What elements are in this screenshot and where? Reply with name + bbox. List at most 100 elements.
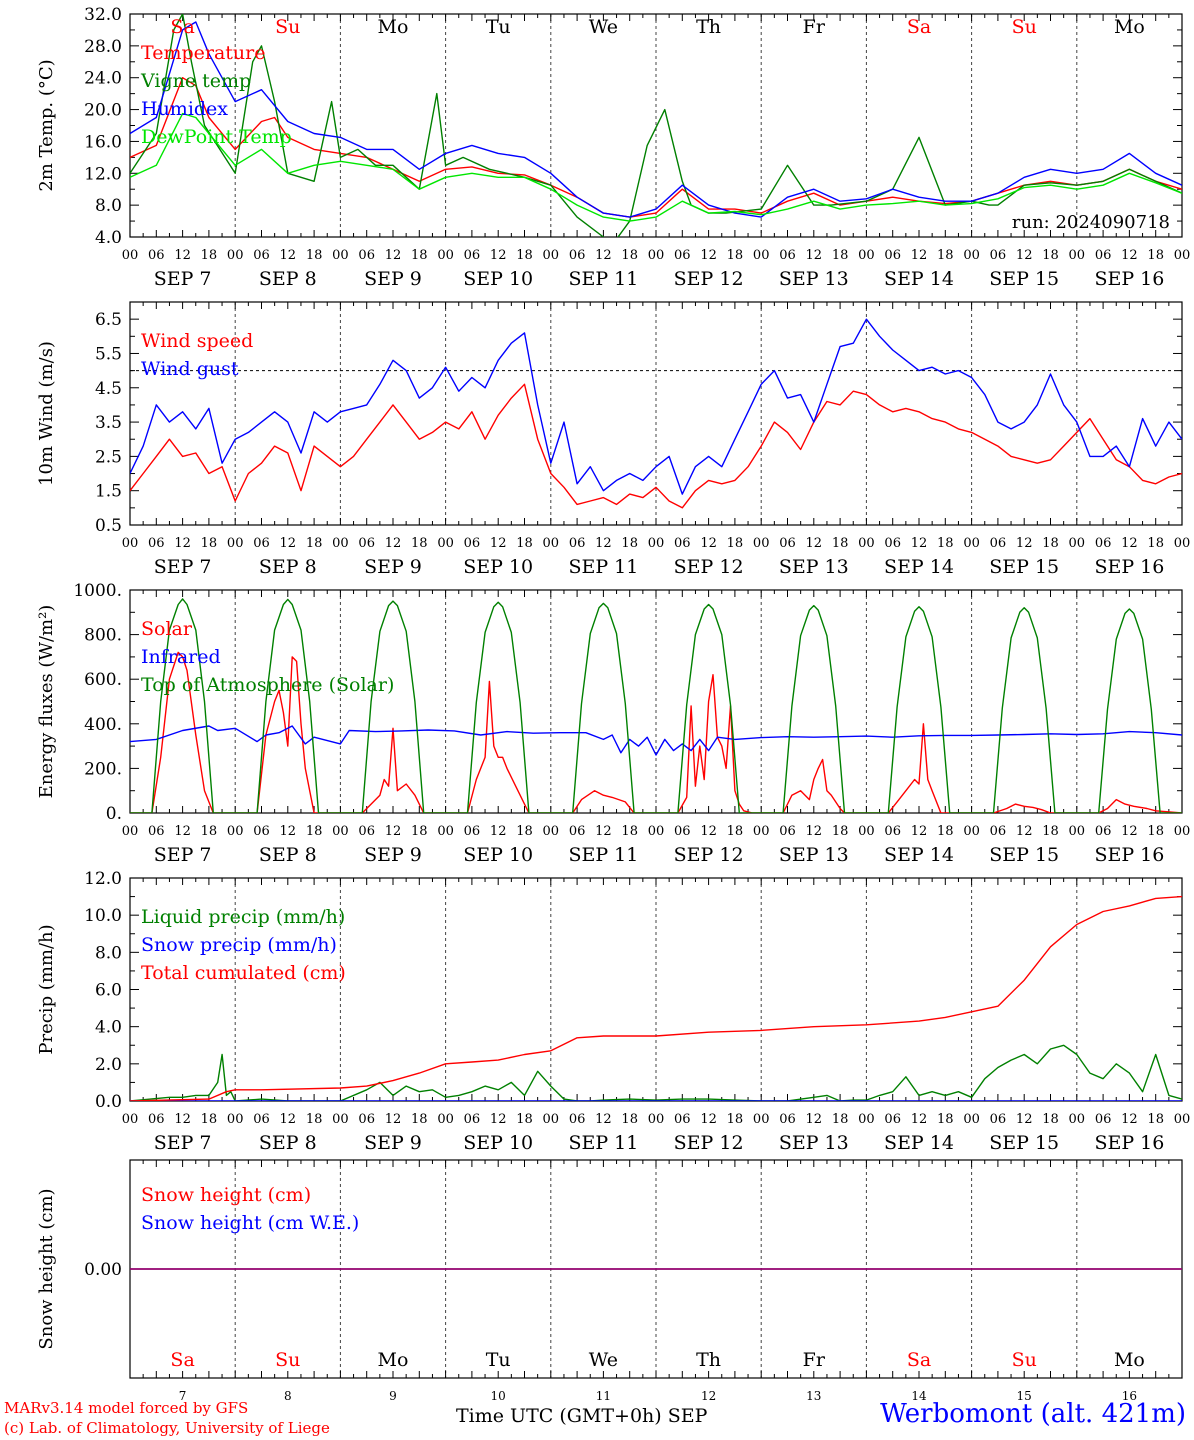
energy-hour-label: 06 bbox=[1095, 824, 1112, 839]
precip-y-tick-label: 8.0 bbox=[95, 943, 122, 963]
temp-hour-label: 12 bbox=[174, 248, 191, 263]
precip-hour-label: 00 bbox=[858, 1112, 875, 1127]
temp-hour-label: 06 bbox=[1095, 248, 1112, 263]
wind-hour-label: 00 bbox=[963, 536, 980, 551]
energy-y-tick-label: 800. bbox=[84, 626, 122, 646]
wind-series-wind-speed bbox=[130, 383, 1182, 509]
wind-y-tick-label: 0.5 bbox=[95, 516, 122, 536]
precip-hour-label: 00 bbox=[543, 1112, 560, 1127]
energy-hour-label: 00 bbox=[543, 824, 560, 839]
precip-hour-label: 18 bbox=[201, 1112, 218, 1127]
precip-hour-label: 18 bbox=[937, 1112, 954, 1127]
energy-series-infrared bbox=[130, 725, 1182, 756]
wind-y-axis-title: 10m Wind (m/s) bbox=[36, 341, 57, 486]
snow-legend-item: Snow height (cm W.E.) bbox=[141, 1212, 359, 1234]
precip-y-axis-title: Precip (mm/h) bbox=[36, 924, 57, 1054]
energy-hour-label: 18 bbox=[201, 824, 218, 839]
precip-date-label: SEP 7 bbox=[154, 1132, 212, 1154]
temp-hour-label: 06 bbox=[674, 248, 691, 263]
precip-hour-label: 18 bbox=[306, 1112, 323, 1127]
energy-date-label: SEP 9 bbox=[364, 844, 422, 866]
snow-weekday-label: We bbox=[589, 1349, 618, 1371]
precip-hour-label: 06 bbox=[1095, 1112, 1112, 1127]
wind-y-tick-label: 3.5 bbox=[95, 413, 122, 433]
temp-legend-item: Humidex bbox=[141, 98, 228, 120]
energy-y-axis-title: Energy fluxes (W/m²) bbox=[36, 605, 57, 799]
energy-hour-label: 00 bbox=[753, 824, 770, 839]
precip-hour-label: 00 bbox=[332, 1112, 349, 1127]
wind-hour-label: 12 bbox=[174, 536, 191, 551]
precip-series-total-cumulated-cm- bbox=[130, 895, 1182, 1101]
wind-hour-label: 00 bbox=[543, 536, 560, 551]
snow-weekday-label: Sa bbox=[907, 1349, 931, 1371]
precip-hour-label: 12 bbox=[1016, 1112, 1033, 1127]
energy-date-label: SEP 10 bbox=[463, 844, 533, 866]
temp-hour-label: 00 bbox=[648, 248, 665, 263]
temp-hour-label: 18 bbox=[727, 248, 744, 263]
precip-date-label: SEP 14 bbox=[884, 1132, 954, 1154]
wind-hour-label: 00 bbox=[1174, 536, 1191, 551]
precip-date-label: SEP 8 bbox=[259, 1132, 317, 1154]
energy-date-label: SEP 7 bbox=[154, 844, 212, 866]
energy-hour-label: 12 bbox=[1016, 824, 1033, 839]
energy-hour-label: 12 bbox=[806, 824, 823, 839]
energy-series-top-of-atmosphere-solar- bbox=[130, 598, 1182, 813]
temp-weekday-label: Su bbox=[275, 16, 300, 38]
precip-y-tick-label: 2.0 bbox=[95, 1055, 122, 1075]
precip-hour-label: 18 bbox=[832, 1112, 849, 1127]
temp-hour-label: 00 bbox=[753, 248, 770, 263]
temp-hour-label: 06 bbox=[884, 248, 901, 263]
snow-weekday-label: Fr bbox=[803, 1349, 826, 1371]
snow-legend-item: Snow height (cm) bbox=[141, 1184, 311, 1206]
energy-date-label: SEP 14 bbox=[884, 844, 954, 866]
wind-hour-label: 06 bbox=[464, 536, 481, 551]
energy-date-label: SEP 8 bbox=[259, 844, 317, 866]
wind-hour-label: 12 bbox=[911, 536, 928, 551]
energy-hour-label: 18 bbox=[516, 824, 533, 839]
temp-hour-label: 18 bbox=[201, 248, 218, 263]
day-number-label: 8 bbox=[284, 1389, 292, 1403]
station-name: Werbomont (alt. 421m) bbox=[880, 1399, 1186, 1429]
time-axis-title: Time UTC (GMT+0h) SEP bbox=[456, 1405, 707, 1427]
temp-series-vigne-temp bbox=[130, 14, 1182, 237]
energy-y-tick-label: 400. bbox=[84, 715, 122, 735]
energy-hour-label: 06 bbox=[569, 824, 586, 839]
precip-hour-label: 06 bbox=[990, 1112, 1007, 1127]
precip-hour-label: 12 bbox=[595, 1112, 612, 1127]
energy-date-label: SEP 12 bbox=[674, 844, 744, 866]
temp-date-label: SEP 7 bbox=[154, 268, 212, 290]
precip-hour-label: 18 bbox=[411, 1112, 428, 1127]
energy-hour-label: 06 bbox=[358, 824, 375, 839]
precip-hour-label: 18 bbox=[1042, 1112, 1059, 1127]
snow-weekday-label: Su bbox=[1012, 1349, 1037, 1371]
wind-hour-label: 06 bbox=[358, 536, 375, 551]
temp-hour-label: 18 bbox=[937, 248, 954, 263]
wind-series-wind-gust bbox=[130, 318, 1182, 495]
temp-weekday-label: Th bbox=[696, 16, 721, 38]
temp-hour-label: 18 bbox=[621, 248, 638, 263]
precip-hour-label: 00 bbox=[227, 1112, 244, 1127]
energy-hour-label: 06 bbox=[674, 824, 691, 839]
precip-hour-label: 00 bbox=[437, 1112, 454, 1127]
wind-hour-label: 00 bbox=[753, 536, 770, 551]
precip-date-label: SEP 10 bbox=[463, 1132, 533, 1154]
precip-legend-item: Total cumulated (cm) bbox=[141, 962, 346, 984]
wind-legend-item: Wind gust bbox=[141, 358, 239, 380]
energy-hour-label: 18 bbox=[411, 824, 428, 839]
precip-hour-label: 18 bbox=[1147, 1112, 1164, 1127]
precip-legend-item: Snow precip (mm/h) bbox=[141, 934, 337, 956]
wind-hour-label: 12 bbox=[700, 536, 717, 551]
temp-hour-label: 12 bbox=[280, 248, 297, 263]
temp-hour-label: 06 bbox=[990, 248, 1007, 263]
wind-date-label: SEP 10 bbox=[463, 556, 533, 578]
wind-y-tick-label: 1.5 bbox=[95, 482, 122, 502]
precip-y-tick-label: 4.0 bbox=[95, 1018, 122, 1038]
wind-hour-label: 06 bbox=[779, 536, 796, 551]
temp-hour-label: 00 bbox=[227, 248, 244, 263]
energy-hour-label: 06 bbox=[884, 824, 901, 839]
wind-hour-label: 06 bbox=[148, 536, 165, 551]
wind-hour-label: 06 bbox=[884, 536, 901, 551]
energy-y-tick-label: 600. bbox=[84, 670, 122, 690]
temp-hour-label: 18 bbox=[411, 248, 428, 263]
